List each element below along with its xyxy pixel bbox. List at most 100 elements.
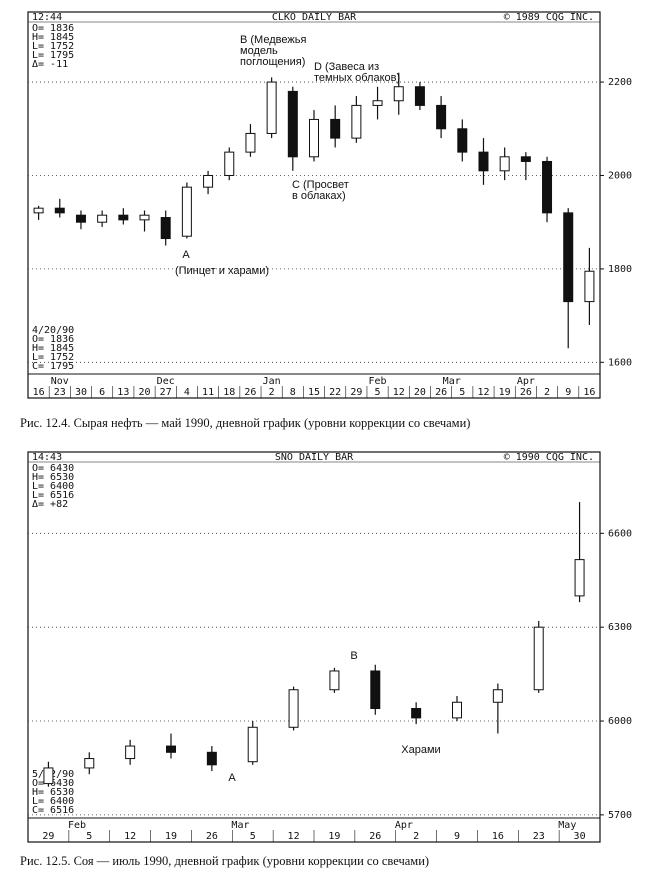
- x-tick-label: 19: [499, 387, 511, 398]
- annotation: Харами: [401, 744, 440, 756]
- chart-title: CLKO DAILY BAR: [272, 12, 357, 23]
- candle: [563, 208, 574, 349]
- candle-body: [203, 174, 214, 188]
- candle-body: [224, 151, 235, 176]
- candle: [329, 667, 340, 693]
- x-tick-label: 29: [42, 831, 54, 842]
- chart-time: 14:43: [32, 452, 62, 463]
- info-line: 4/20/90: [32, 325, 74, 336]
- candle: [533, 620, 544, 693]
- candle: [372, 86, 383, 120]
- candle: [370, 664, 381, 715]
- x-tick-label: 29: [350, 387, 362, 398]
- info-line: H= 1845: [32, 343, 74, 354]
- candle-body: [309, 118, 319, 158]
- info-line: O= 1836: [32, 334, 74, 345]
- candle-body: [166, 745, 176, 753]
- candle-body: [247, 726, 258, 763]
- info-line: H= 1845: [32, 32, 74, 43]
- candle-body: [492, 689, 503, 703]
- month-label: Mar: [231, 820, 249, 831]
- y-tick-label: 1800: [608, 264, 632, 275]
- x-tick-label: 26: [369, 831, 381, 842]
- annotation: C (Просвет в облаках): [292, 179, 349, 202]
- info-line: L= 6516: [32, 490, 74, 501]
- month-label: Mar: [443, 376, 461, 387]
- info-line: H= 6530: [32, 787, 74, 798]
- x-tick-label: 30: [75, 387, 87, 398]
- info-line: C= 6516: [32, 805, 74, 816]
- chart-copyright: © 1989 CQG INC.: [504, 12, 594, 23]
- info-line: C= 1795: [32, 361, 74, 372]
- candle-body: [43, 767, 54, 785]
- month-label: Apr: [395, 820, 413, 831]
- annotation-line: D (Завеса из: [314, 61, 379, 73]
- candle: [84, 752, 95, 775]
- x-tick-label: 2: [544, 387, 550, 398]
- candle: [393, 72, 404, 115]
- x-tick-label: 12: [288, 831, 300, 842]
- candle-body: [351, 104, 362, 139]
- chart-time: 12:44: [32, 12, 62, 23]
- annotation-line: B: [350, 650, 357, 662]
- candle: [436, 96, 447, 139]
- candle-body: [330, 118, 341, 139]
- candle-body: [206, 751, 217, 766]
- candle: [203, 170, 214, 195]
- candle: [520, 152, 531, 181]
- info-line: O= 6430: [32, 463, 74, 474]
- y-tick-label: 6300: [608, 622, 632, 633]
- x-tick-label: 16: [492, 831, 504, 842]
- caption: Рис. 12.5. Соя — июль 1990, дневной граф…: [20, 854, 429, 868]
- candle: [452, 696, 462, 722]
- annotation: A: [228, 772, 236, 784]
- candle-body: [533, 626, 544, 691]
- info-line: H= 6530: [32, 472, 74, 483]
- month-label: Jan: [263, 376, 281, 387]
- x-tick-label: 16: [583, 387, 595, 398]
- annotation-line: A: [228, 772, 236, 784]
- x-tick-label: 2: [269, 387, 275, 398]
- candle: [118, 208, 129, 225]
- candle-body: [436, 104, 447, 130]
- y-tick-label: 6600: [608, 528, 632, 539]
- month-label: Apr: [517, 376, 535, 387]
- candle: [309, 110, 319, 162]
- annotation-line: в облаках): [292, 190, 346, 202]
- annotation: B: [350, 650, 357, 662]
- info-line: Δ= +82: [32, 499, 68, 510]
- x-tick-label: 2: [413, 831, 419, 842]
- candle-body: [478, 151, 489, 172]
- info-line: L= 6400: [32, 481, 74, 492]
- candle-body: [33, 207, 44, 214]
- x-tick-label: 19: [165, 831, 177, 842]
- candle-body: [75, 214, 86, 223]
- candle: [33, 205, 44, 220]
- info-line: L= 6400: [32, 796, 74, 807]
- candle: [457, 119, 468, 162]
- x-tick-label: 5: [86, 831, 92, 842]
- candle: [125, 739, 136, 765]
- candle: [139, 210, 150, 232]
- x-tick-label: 20: [414, 387, 426, 398]
- x-tick-label: 27: [160, 387, 172, 398]
- candle-body: [457, 128, 468, 153]
- x-tick-label: 26: [206, 831, 218, 842]
- candle-body: [329, 670, 340, 691]
- candle-body: [84, 758, 95, 769]
- annotation: B (Медвежья модель поглощения): [240, 34, 306, 68]
- candle: [478, 138, 489, 185]
- month-label: Nov: [51, 376, 69, 387]
- chart-title: SNO DAILY BAR: [275, 452, 354, 463]
- y-tick-label: 1600: [608, 357, 632, 368]
- candle: [330, 105, 341, 148]
- x-tick-label: 26: [520, 387, 532, 398]
- y-tick-label: 2000: [608, 170, 632, 181]
- x-tick-label: 5: [459, 387, 465, 398]
- info-line: L= 1752: [32, 41, 74, 52]
- x-tick-label: 20: [138, 387, 150, 398]
- annotation-line: модель: [240, 45, 278, 57]
- x-tick-label: 9: [454, 831, 460, 842]
- candle: [181, 182, 192, 239]
- caption: Рис. 12.4. Сырая нефть — май 1990, дневн…: [20, 416, 470, 430]
